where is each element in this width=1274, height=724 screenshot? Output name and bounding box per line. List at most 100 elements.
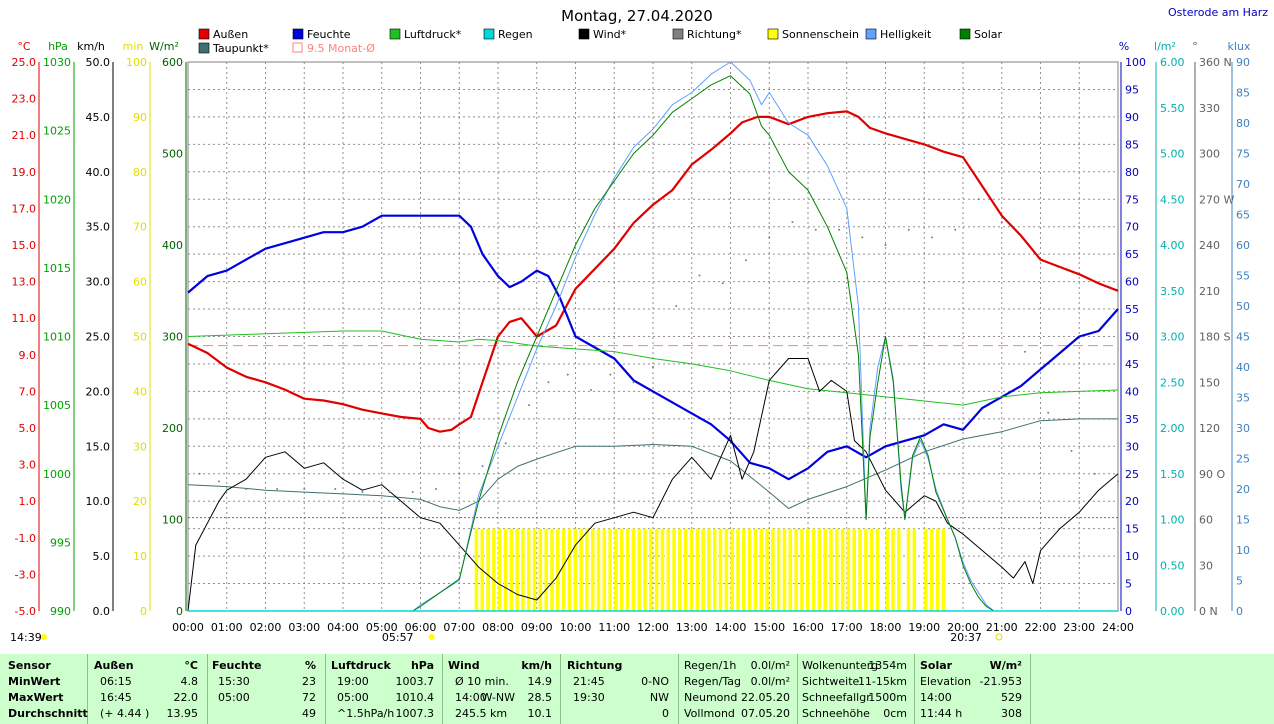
axis-tick-pct: 50 [1125,331,1139,344]
axis-tick-klux: 50 [1236,300,1250,313]
axis-tick-temp: 23.0 [12,93,37,106]
axis-tick-klux: 30 [1236,422,1250,435]
axis-tick-rain: 0.00 [1160,605,1185,618]
sunshine-bar [788,528,793,611]
legend-label: Solar [974,28,1003,41]
sunshine-bar [660,528,665,611]
legend-swatch [959,28,971,40]
direction-point [721,282,724,285]
axis-unit-rain: l/m² [1154,40,1176,53]
direction-point [977,198,980,201]
cloud-value: 1354m [868,659,907,672]
summary-cell: 10.1 [527,707,553,720]
axis-tick-temp: 5.0 [19,422,37,435]
summary-cell: 23 [302,675,316,688]
direction-point [218,480,220,483]
summary-cell: 14:00 [455,691,487,704]
sunshine-bar [771,528,775,611]
axis-tick-deg: 120 [1199,422,1220,435]
axis-tick-rain: 4.50 [1160,193,1185,206]
axis-tick-pct: 90 [1125,111,1139,124]
series-taupunkt [187,418,1118,511]
summary-divider [914,654,915,724]
summary-cell: 06:15 [100,675,132,688]
sunshine-bar [800,528,804,611]
direction-point [1000,221,1003,224]
time-tick: 04:00 [327,621,359,634]
axis-tick-klux: 80 [1236,117,1250,130]
sunshine-bar [695,528,700,611]
rain-value: 22.05.20 [741,691,790,704]
axis-tick-rain: 1.00 [1160,514,1185,527]
axis-tick-klux: 75 [1236,148,1250,161]
summary-cell: 15:30 [218,675,250,688]
sunshine-bar [515,528,519,611]
time-tick: 19:00 [908,621,940,634]
axis-tick-wm2: 500 [162,148,183,161]
axis-tick-pct: 25 [1125,468,1139,481]
series-au-en [187,110,1119,433]
axis-tick-pct: 20 [1125,495,1139,508]
sunshine-bar [678,528,682,611]
axis-tick-deg: 90 O [1199,468,1225,481]
axis-tick-temp: 21.0 [12,129,37,142]
direction-point [838,228,840,231]
summary-row-label: MinWert [8,675,61,688]
direction-point [303,488,306,490]
sunrise-marker: 05:57 [382,631,414,644]
direction-point [1117,480,1119,483]
axis-tick-rain: 0.50 [1160,559,1185,572]
axis-tick-rain: 5.00 [1160,148,1185,161]
axis-tick-min: 0 [140,605,147,618]
sunshine-bar [713,528,717,611]
time-tick: 00:00 [172,621,204,634]
sunshine-bar [823,528,827,611]
direction-point [884,244,887,246]
direction-point [566,373,569,376]
chart-title: Montag, 27.04.2020 [561,7,713,25]
time-tick: 17:00 [831,621,863,634]
axis-tick-temp: 15.0 [12,239,37,252]
summary-cell: 19:30 [573,691,605,704]
sunshine-bar [924,528,928,611]
legend-label: Wind* [593,28,627,41]
axis-tick-kmh: 20.0 [86,385,111,398]
axis-tick-pct: 10 [1125,550,1139,563]
sunshine-bar [492,528,496,611]
legend-swatch [292,28,304,40]
sunshine-bar [689,528,694,611]
sunshine-bar [532,528,537,611]
sunshine-bar [596,528,601,611]
axis-tick-rain: 6.00 [1160,56,1185,69]
sunshine-bar [742,528,746,611]
axis-tick-min: 40 [133,385,147,398]
sunshine-bar [590,528,595,611]
axis-tick-min: 100 [126,56,147,69]
solar-label: 14:00 [920,691,952,704]
summary-cell: 1003.7 [395,675,435,688]
sunshine-bar [811,528,816,611]
sunshine-bar [730,528,734,611]
time-tick: 01:00 [211,621,243,634]
now-marker: 14:39 [10,631,42,644]
summary-cell: 0 [662,707,669,720]
axis-tick-deg: 60 [1199,514,1213,527]
solar-value: 529 [1001,691,1022,704]
legend-label: Luftdruck* [404,28,462,41]
axis-tick-pct: 80 [1125,166,1139,179]
time-tick: 13:00 [676,621,708,634]
sunrise-icon [428,634,435,640]
summary-header: Außen [94,659,134,672]
axis-tick-hpa: 1005 [43,399,71,412]
time-tick: 20:00 [947,621,979,634]
time-tick: 02:00 [250,621,282,634]
axis-tick-min: 50 [133,331,147,344]
time-tick: 21:00 [986,621,1018,634]
solar-header: Solar [920,659,953,672]
series-feuchte [187,214,1119,481]
rain-label: Neumond [684,691,738,704]
sunshine-bar [891,528,895,611]
sunshine-bar [556,528,560,611]
rain-value: 0.0l/m² [750,659,790,672]
time-tick: 22:00 [1025,621,1057,634]
